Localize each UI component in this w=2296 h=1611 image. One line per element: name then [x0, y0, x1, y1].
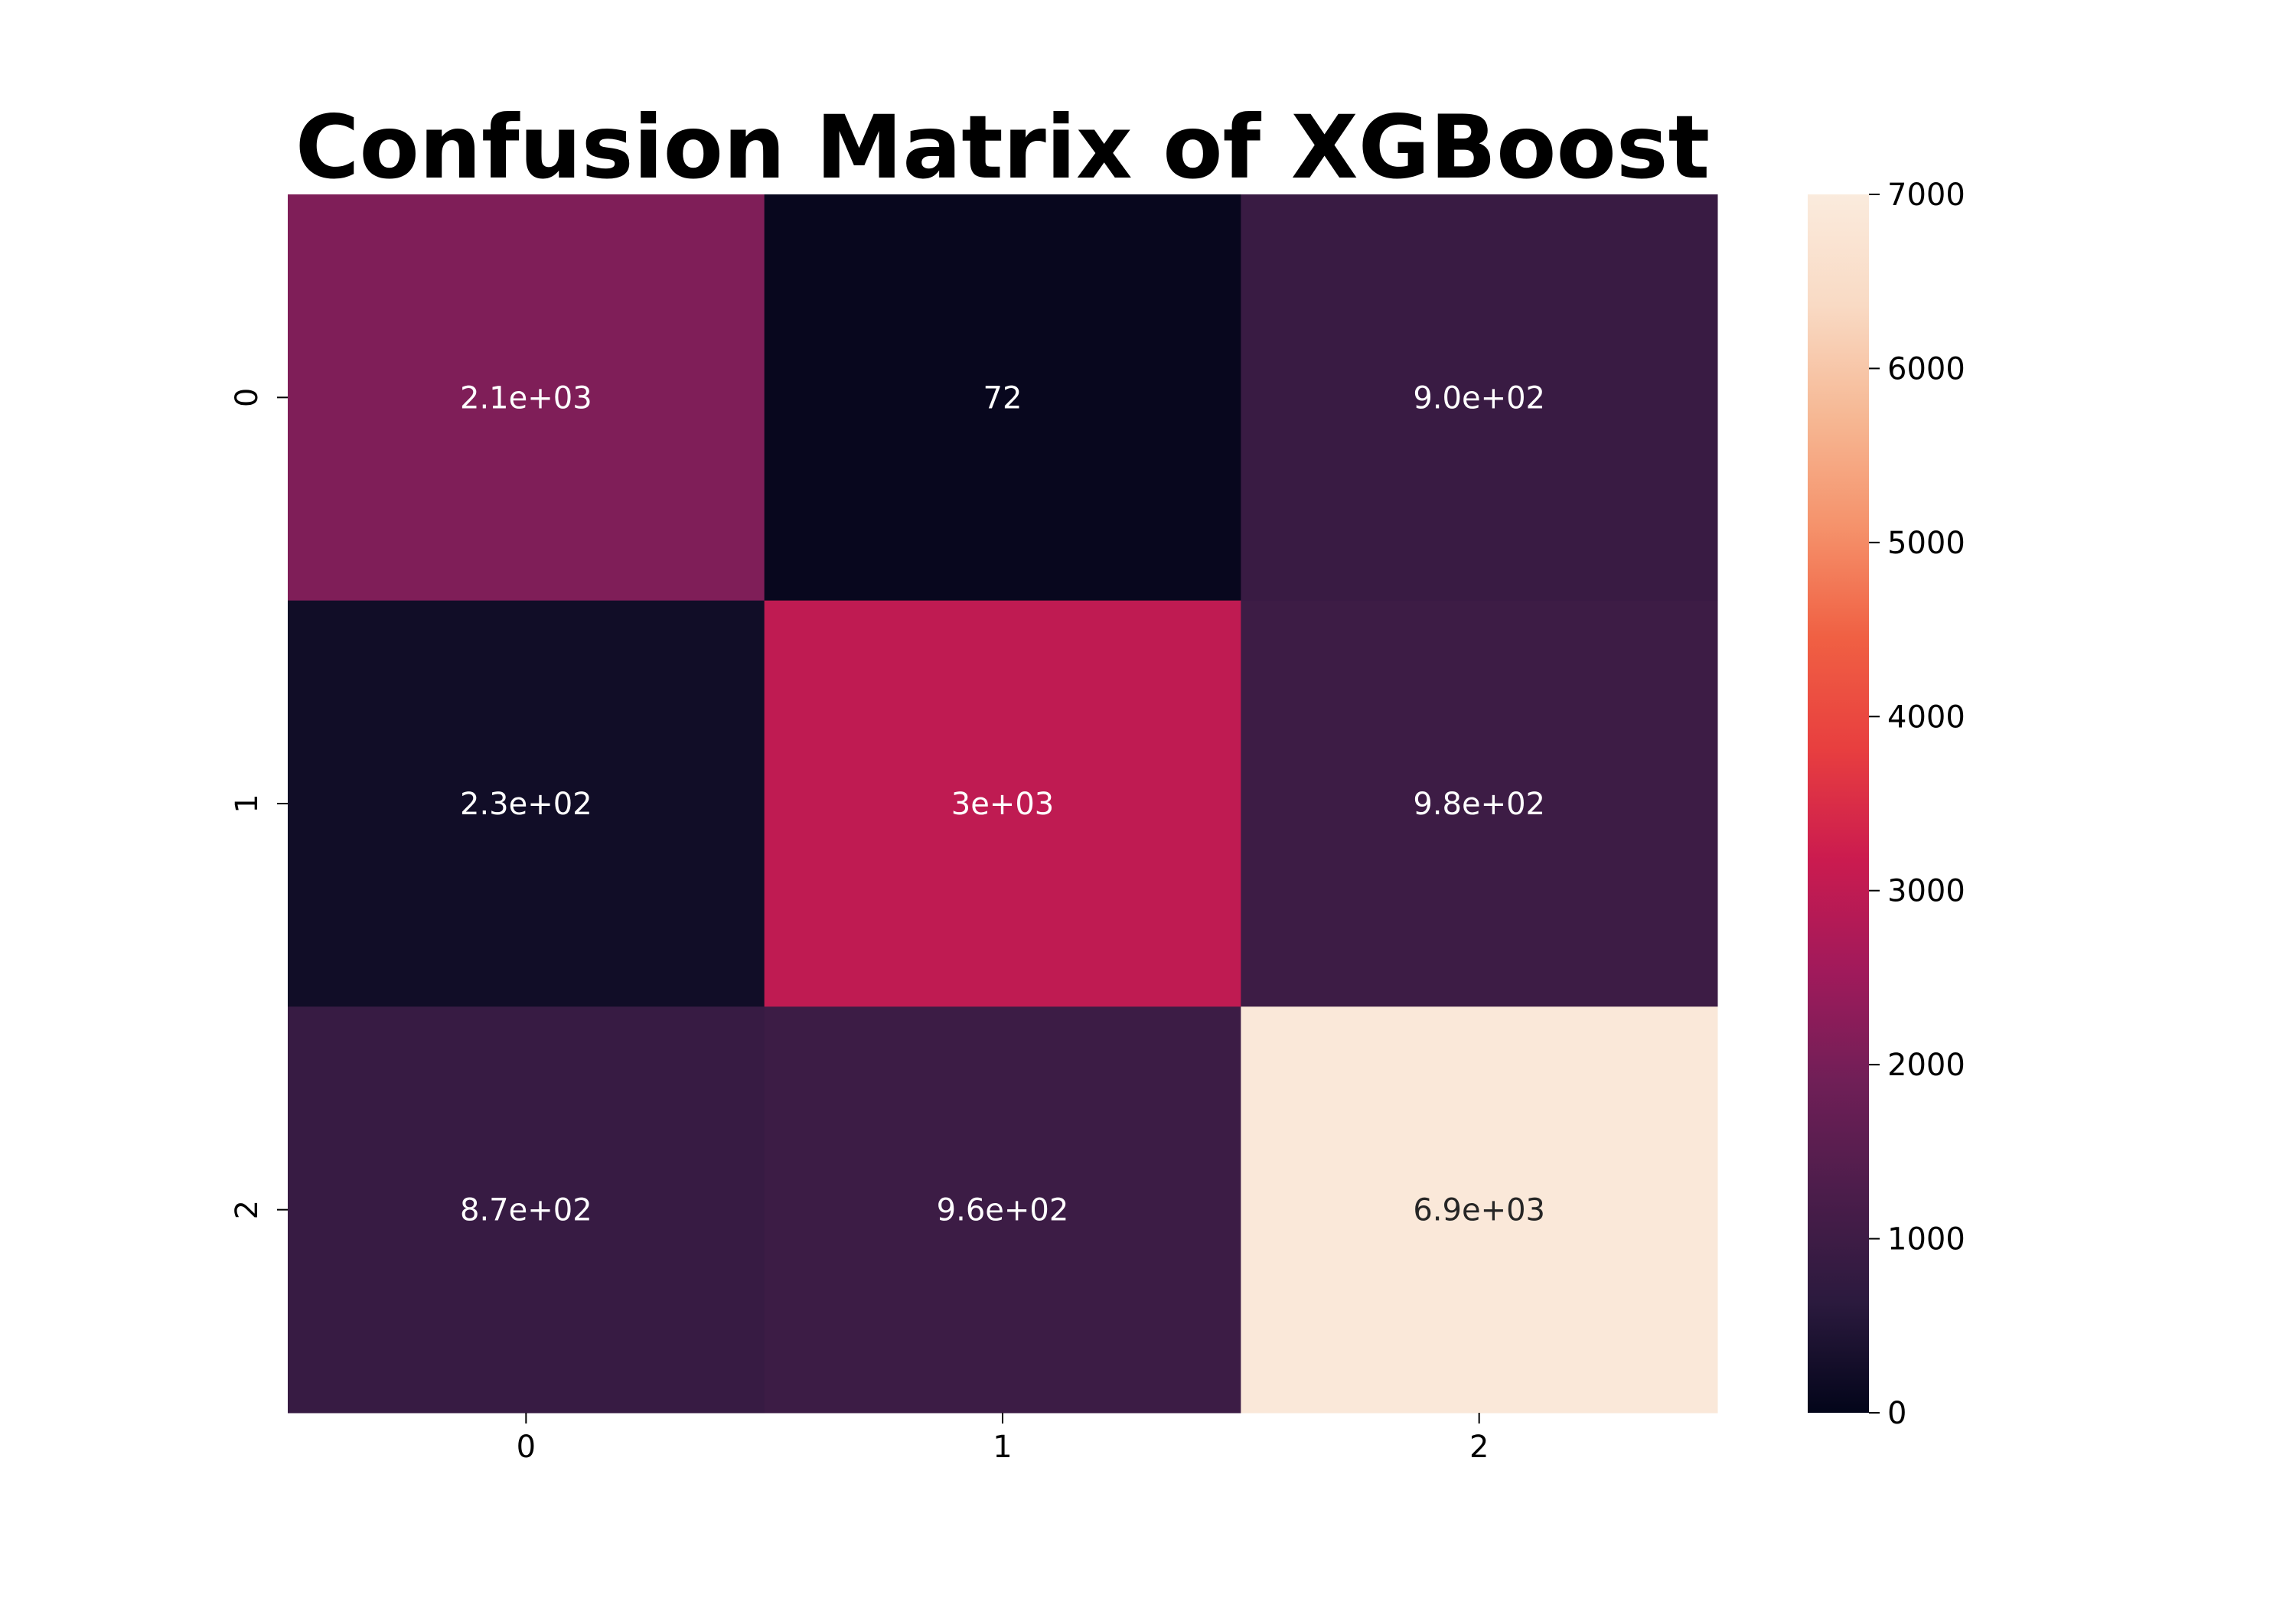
- colorbar-tick-label-6000: 6000: [1887, 351, 1965, 386]
- cell-label-r2-c1: 9.6e+02: [937, 1193, 1069, 1228]
- x-tick-label-1: 1: [993, 1430, 1012, 1465]
- cell-label-r1-c0: 2.3e+02: [460, 787, 592, 822]
- cell-label-r0-c0: 2.1e+03: [460, 380, 592, 416]
- heatmap-cell-r1-c2: [1241, 600, 1718, 1007]
- heatmap-cell-r2-c2: [1241, 1006, 1718, 1414]
- heatmap-cell-r2-c0: [288, 1006, 765, 1414]
- colorbar-tick-label-7000: 7000: [1887, 178, 1965, 213]
- colorbar-tick-label-1000: 1000: [1887, 1222, 1965, 1257]
- heatmap-cells: [288, 194, 1718, 1414]
- y-tick-label-2: 2: [230, 1200, 265, 1219]
- cell-label-r2-c2: 6.9e+03: [1413, 1193, 1545, 1228]
- colorbar-tick-label-5000: 5000: [1887, 526, 1965, 561]
- y-axis: 0 1 2: [230, 388, 288, 1219]
- heatmap-cell-labels: 2.1e+03 72 9.0e+02 2.3e+02 3e+03 9.8e+02 8.7e+…: [460, 380, 1545, 1228]
- y-tick-label-1: 1: [230, 794, 265, 813]
- x-tick-label-2: 2: [1469, 1430, 1489, 1465]
- colorbar-tick-label-2000: 2000: [1887, 1048, 1965, 1083]
- cell-label-r2-c0: 8.7e+02: [460, 1193, 592, 1228]
- colorbar-tick-label-3000: 3000: [1887, 874, 1965, 909]
- cell-label-r0-c2: 9.0e+02: [1413, 380, 1545, 416]
- colorbar-gradient: [1808, 194, 1869, 1413]
- x-axis: 0 1 2: [517, 1413, 1489, 1465]
- x-tick-label-0: 0: [517, 1430, 536, 1465]
- heatmap-cell-r2-c1: [764, 1006, 1241, 1414]
- colorbar-tick-label-0: 0: [1887, 1396, 1906, 1431]
- cell-label-r1-c1: 3e+03: [951, 787, 1054, 822]
- cell-label-r1-c2: 9.8e+02: [1413, 787, 1545, 822]
- colorbar-tick-label-4000: 4000: [1887, 700, 1965, 735]
- y-tick-label-0: 0: [230, 388, 265, 407]
- heatmap-cell-r1-c0: [288, 600, 765, 1007]
- colorbar-ticks: 0 1000 2000 3000 4000 5000 6000 7000: [1869, 178, 1965, 1431]
- heatmap-cell-r0-c0: [288, 194, 765, 602]
- heatmap-cell-r1-c1: [764, 600, 1241, 1007]
- heatmap-cell-r0-c2: [1241, 194, 1718, 602]
- heatmap-cell-r0-c1: [764, 194, 1241, 602]
- colorbar: 0 1000 2000 3000 4000 5000 6000 7000: [1808, 178, 1965, 1431]
- cell-label-r0-c1: 72: [983, 380, 1022, 416]
- chart-title: Confusion Matrix of XGBoost: [295, 96, 1710, 198]
